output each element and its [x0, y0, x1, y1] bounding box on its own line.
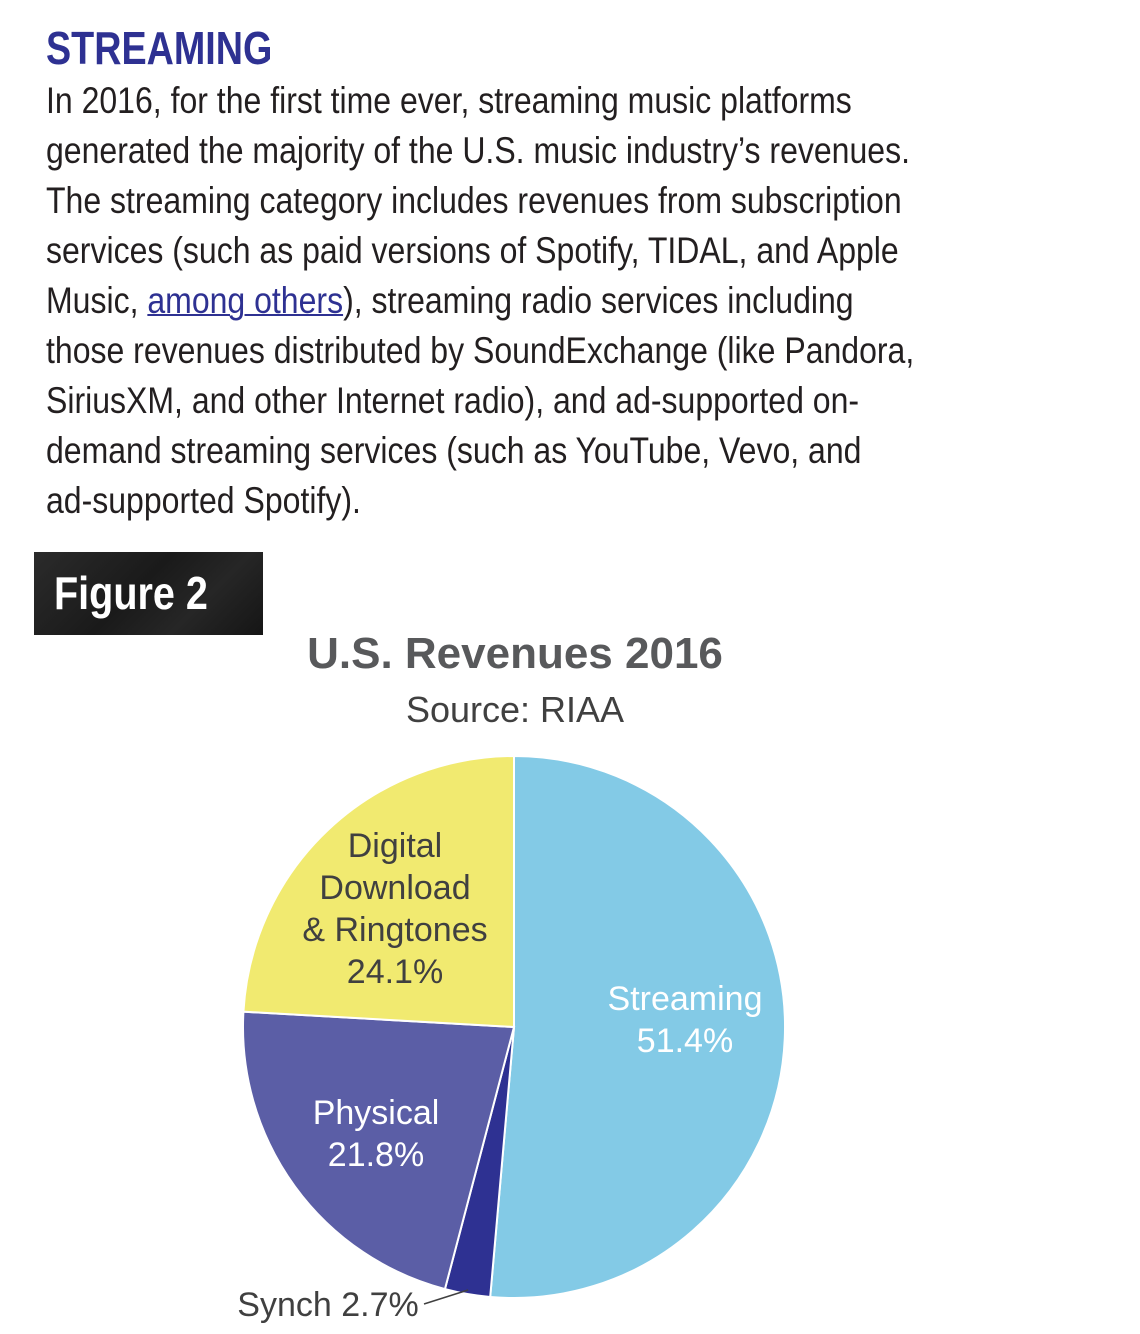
paragraph-line: In 2016, for the first time ever, stream…	[46, 80, 852, 121]
chart-title: U.S. Revenues 2016	[307, 629, 723, 678]
paragraph-text: Music,	[46, 280, 148, 321]
paragraph-line: services (such as paid versions of Spoti…	[46, 230, 899, 271]
paragraph-line-with-link: Music, among others), streaming radio se…	[46, 276, 980, 326]
pie-slice	[242, 754, 515, 1029]
pie-slice	[242, 1010, 516, 1291]
pie-slice-label: 24.1%	[347, 953, 443, 991]
paragraph-line: those revenues distributed by SoundExcha…	[46, 330, 915, 371]
paragraph-line: ad-supported Spotify).	[46, 480, 361, 521]
section-heading: STREAMING	[46, 22, 273, 74]
paragraph-line: demand streaming services (such as YouTu…	[46, 430, 862, 471]
pie-slice-label: Physical	[313, 1094, 440, 1132]
pie-slice-label: Streaming	[608, 980, 763, 1018]
among-others-link[interactable]: among others	[147, 280, 344, 321]
pie-slice-label: & Ringtones	[302, 911, 487, 949]
pie-slice-label: Download	[319, 869, 470, 907]
paragraph-line: generated the majority of the U.S. music…	[46, 130, 910, 171]
paragraph-line: SiriusXM, and other Internet radio), and…	[46, 380, 860, 421]
pie-slice-label: Synch 2.7%	[237, 1286, 418, 1324]
pie-slice-label: 51.4%	[637, 1022, 733, 1060]
figure-badge: Figure 2	[34, 552, 263, 635]
pie-slice-label: 21.8%	[328, 1136, 424, 1174]
pie-slice	[489, 754, 787, 1299]
pie-slice-label: Digital	[348, 827, 442, 865]
paragraph-line: The streaming category includes revenues…	[46, 180, 902, 221]
chart-subtitle: Source: RIAA	[406, 689, 624, 730]
paragraph-text: ), streaming radio services including	[343, 280, 854, 321]
pie-slices	[242, 754, 787, 1299]
intro-paragraph: In 2016, for the first time ever, stream…	[46, 76, 1126, 526]
pie-labels: Streaming 51.4% Synch 2.7% Physical 21.8% Dig…	[237, 827, 762, 1324]
synch-leader-line	[423, 1289, 469, 1305]
figure-label: Figure 2	[54, 567, 208, 619]
